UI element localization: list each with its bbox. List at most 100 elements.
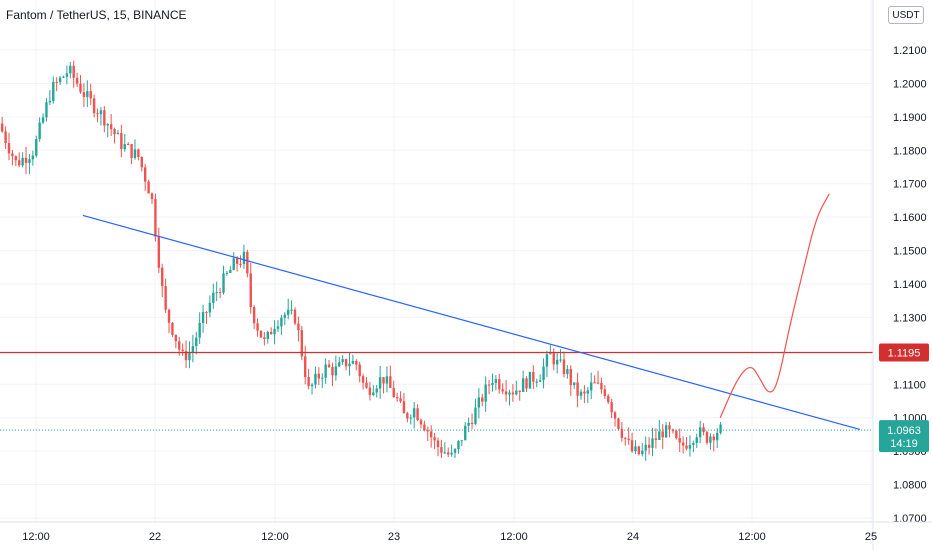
candle-body xyxy=(590,382,593,391)
candle-body xyxy=(542,366,545,381)
candle-body xyxy=(38,122,41,139)
candle-body xyxy=(681,442,685,446)
candle-body xyxy=(7,143,11,154)
candle-body xyxy=(314,373,317,385)
candle-body xyxy=(562,359,566,375)
candle-body xyxy=(382,377,385,384)
candle-body xyxy=(715,432,719,441)
y-tick-label: 1.1900 xyxy=(893,112,927,124)
candle-body xyxy=(395,397,399,399)
candle-body xyxy=(504,391,508,395)
candle-body xyxy=(188,351,191,361)
candle-body xyxy=(467,422,470,426)
candle-body xyxy=(443,452,447,454)
x-tick-label: 22 xyxy=(149,531,161,543)
candle-body xyxy=(184,351,188,361)
candle-body xyxy=(378,377,382,389)
candle-body xyxy=(1,123,4,132)
currency-button[interactable]: USDT xyxy=(888,6,924,24)
candle-body xyxy=(607,395,610,403)
y-tick-label: 1.1600 xyxy=(893,212,927,224)
candle-body xyxy=(150,193,154,200)
candle-body xyxy=(256,323,259,331)
candle-body xyxy=(205,312,208,314)
candle-body xyxy=(450,452,453,455)
candle-body xyxy=(644,444,647,451)
candle-body xyxy=(348,363,351,367)
candle-body xyxy=(106,124,109,126)
candle-body xyxy=(678,438,681,443)
candle-body xyxy=(140,156,143,168)
candle-body xyxy=(79,83,82,93)
x-tick-label: 12:00 xyxy=(22,531,50,543)
candle-body xyxy=(157,236,161,268)
candle-body xyxy=(286,309,290,315)
candle-body xyxy=(123,144,126,150)
candle-body xyxy=(647,444,651,448)
candle-body xyxy=(464,425,467,441)
candle-body xyxy=(327,364,331,368)
y-tick-label: 1.0700 xyxy=(893,513,927,525)
candle-body xyxy=(586,390,590,394)
candle-body xyxy=(321,377,324,379)
candle-body xyxy=(688,444,692,449)
candle-body xyxy=(525,378,528,389)
candle-body xyxy=(167,309,171,323)
price-axis[interactable]: 1.2100 1.2000 1.1900 1.1800 1.1700 1.1600 1.15… xyxy=(872,0,927,550)
candle-body xyxy=(566,369,569,375)
candle-body xyxy=(280,317,283,327)
candle-body xyxy=(416,408,419,421)
y-tick-label: 1.1800 xyxy=(893,145,927,157)
candle-body xyxy=(178,341,181,350)
candle-body xyxy=(511,392,515,395)
candlestick-series xyxy=(1,60,722,461)
candle-body xyxy=(252,307,256,324)
candle-body xyxy=(126,144,130,146)
candle-body xyxy=(103,110,106,126)
candle-body xyxy=(300,330,304,357)
candle-body xyxy=(521,378,525,393)
candle-body xyxy=(361,376,365,383)
candle-body xyxy=(664,425,668,438)
candle-body xyxy=(259,330,263,338)
candle-body xyxy=(508,392,511,395)
candle-body xyxy=(147,181,150,194)
candle-body xyxy=(181,349,184,352)
candle-body xyxy=(491,382,494,385)
candle-body xyxy=(65,73,69,77)
candle-body xyxy=(440,447,443,453)
last-price-tag xyxy=(879,420,929,453)
y-tick-label: 1.2100 xyxy=(893,45,927,57)
candle-body xyxy=(239,263,242,265)
candle-body xyxy=(249,273,252,308)
candle-body xyxy=(559,359,562,361)
candle-body xyxy=(518,390,521,393)
candle-body xyxy=(555,359,559,365)
y-tick-label: 1.1300 xyxy=(893,312,927,324)
candle-body xyxy=(242,251,246,265)
candle-body xyxy=(11,153,14,157)
candle-body xyxy=(593,382,596,384)
candle-body xyxy=(18,160,21,166)
candle-body xyxy=(375,388,378,393)
candle-body xyxy=(637,446,641,455)
time-axis[interactable]: 12:00 22 12:00 23 12:00 24 12:00 25 xyxy=(0,521,932,543)
candle-body xyxy=(171,322,174,335)
chart-drawings[interactable] xyxy=(0,193,873,431)
candle-body xyxy=(130,144,133,158)
candle-body xyxy=(92,98,96,114)
y-tick-label: 1.1500 xyxy=(893,246,927,258)
candle-body xyxy=(535,381,538,383)
candle-body xyxy=(304,356,307,377)
candle-body xyxy=(263,337,266,339)
candle-body xyxy=(45,102,48,118)
candle-body xyxy=(358,364,361,377)
candle-body xyxy=(692,442,695,445)
candle-body xyxy=(487,384,491,386)
candle-body xyxy=(436,440,440,448)
candle-body xyxy=(116,132,120,135)
x-tick-label: 25 xyxy=(865,531,877,543)
candle-body xyxy=(685,445,688,449)
